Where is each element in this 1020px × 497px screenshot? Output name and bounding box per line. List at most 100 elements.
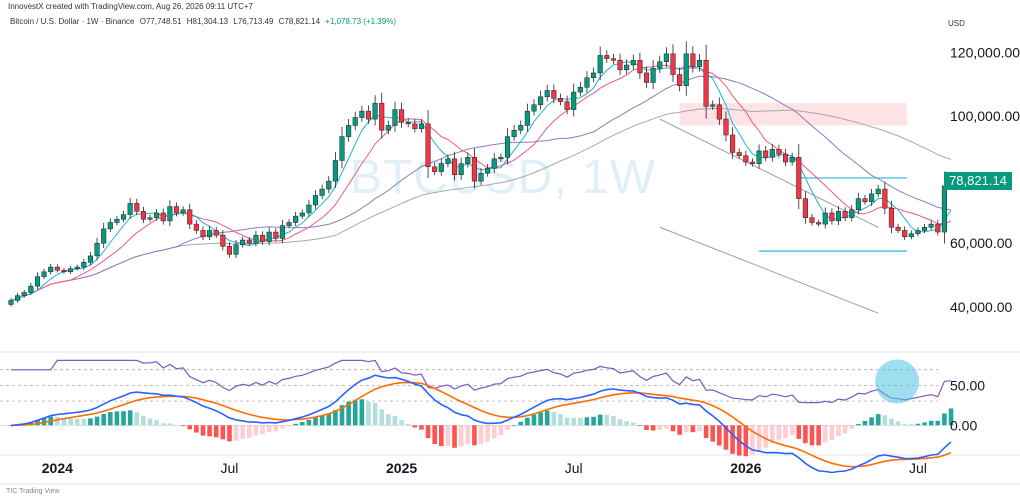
macd-histogram-bar bbox=[127, 410, 133, 426]
candle-body bbox=[233, 244, 239, 255]
macd-histogram-bar bbox=[756, 425, 762, 451]
candle-body bbox=[240, 239, 246, 246]
macd-histogram-bar bbox=[194, 425, 199, 433]
candle-body bbox=[518, 125, 524, 131]
candle-body bbox=[68, 268, 74, 273]
candle-body bbox=[87, 255, 93, 263]
candle-body bbox=[650, 67, 656, 83]
macd-histogram-bar bbox=[591, 416, 596, 426]
macd-histogram-bar bbox=[909, 424, 914, 426]
macd-histogram-bar bbox=[511, 425, 517, 426]
time-tick-label: 2025 bbox=[386, 460, 417, 476]
candle-body bbox=[293, 215, 299, 223]
candle-body bbox=[908, 233, 914, 238]
candle-body bbox=[716, 104, 722, 120]
macd-histogram-bar bbox=[518, 421, 524, 426]
rsi-line bbox=[11, 359, 952, 404]
candle-body bbox=[617, 59, 623, 71]
macd-histogram-bar bbox=[379, 409, 385, 426]
macd-histogram-bar bbox=[339, 405, 345, 426]
time-tick-label: Jul bbox=[221, 460, 239, 476]
macd-histogram-bar bbox=[465, 425, 471, 444]
candle-body bbox=[306, 204, 312, 214]
candle-body bbox=[41, 271, 47, 277]
candle-body bbox=[538, 96, 544, 106]
macd-histogram-bar bbox=[637, 425, 643, 426]
legend-change: +1,078.73 (+1.39%) bbox=[325, 17, 396, 26]
candle-body bbox=[551, 90, 557, 99]
candle-body bbox=[279, 225, 285, 239]
candle-body bbox=[829, 212, 835, 222]
macd-histogram-bar bbox=[538, 412, 543, 426]
candle-body bbox=[246, 239, 252, 244]
candle-body bbox=[769, 149, 775, 158]
macd-histogram-bar bbox=[200, 425, 206, 436]
macd-histogram-bar bbox=[856, 424, 861, 426]
macd-histogram-bar bbox=[68, 418, 73, 426]
macd-histogram-bar bbox=[889, 418, 894, 426]
candle-body bbox=[312, 195, 319, 206]
macd-histogram-bar bbox=[809, 425, 815, 446]
macd-histogram-bar bbox=[644, 425, 649, 430]
candle-body bbox=[763, 150, 769, 158]
candle-body bbox=[842, 211, 848, 218]
candle-body bbox=[941, 185, 947, 233]
candle-body bbox=[266, 231, 272, 242]
candle-body bbox=[226, 246, 233, 255]
macd-histogram-bar bbox=[74, 418, 80, 426]
candle-body bbox=[392, 109, 398, 126]
candle-body bbox=[478, 172, 484, 182]
macd-histogram-bar bbox=[670, 425, 676, 432]
candle-body bbox=[723, 118, 729, 136]
macd-histogram-bar bbox=[147, 418, 153, 426]
candle-body bbox=[882, 188, 888, 209]
trendline-lower bbox=[659, 226, 879, 314]
candle-body bbox=[167, 206, 173, 222]
candle-body bbox=[690, 53, 696, 67]
candle-body bbox=[326, 180, 332, 190]
macd-histogram-bar bbox=[743, 425, 749, 457]
symbol-watermark: BTCUSD, 1W bbox=[350, 151, 657, 204]
macd-histogram-bar bbox=[915, 423, 921, 426]
candle-body bbox=[187, 209, 193, 225]
macd-histogram-bar bbox=[81, 418, 87, 426]
macd-histogram-bar bbox=[558, 414, 563, 426]
candle-body bbox=[54, 266, 60, 271]
macd-histogram-bar bbox=[928, 420, 934, 426]
candle-body bbox=[703, 59, 709, 107]
macd-histogram-bar bbox=[869, 417, 874, 426]
macd-histogram-bar bbox=[55, 416, 60, 426]
candle-body bbox=[107, 222, 113, 230]
macd-histogram-bar bbox=[260, 425, 265, 435]
macd-histogram-bar bbox=[412, 425, 418, 428]
macd-histogram-bar bbox=[664, 425, 669, 429]
candle-body bbox=[346, 125, 352, 137]
candle-body bbox=[789, 157, 795, 163]
candle-body bbox=[28, 285, 34, 293]
candle-body bbox=[504, 136, 511, 158]
macd-histogram-bar bbox=[187, 425, 193, 430]
candle-body bbox=[173, 206, 180, 214]
annotation-layer bbox=[0, 103, 1020, 485]
candle-body bbox=[544, 90, 550, 98]
macd-histogram-bar bbox=[333, 410, 338, 426]
macd-histogram-bar bbox=[458, 425, 464, 447]
candle-body bbox=[120, 214, 127, 220]
candle-body bbox=[379, 102, 385, 131]
macd-histogram-bar bbox=[253, 425, 259, 436]
price-tick-label: 60,000.00 bbox=[950, 235, 1012, 251]
time-tick-label: Jul bbox=[565, 460, 583, 476]
candle-body bbox=[61, 269, 67, 273]
candle-body bbox=[564, 101, 570, 110]
macd-histogram-bar bbox=[478, 425, 484, 445]
macd-histogram-bar bbox=[717, 425, 722, 446]
candle-body bbox=[200, 230, 206, 238]
macd-histogram-bar bbox=[902, 423, 907, 426]
macd-histogram-bar bbox=[895, 421, 901, 426]
candle-body bbox=[782, 153, 789, 163]
macd-histogram-bar bbox=[352, 399, 358, 426]
macd-histogram-bar bbox=[882, 415, 888, 426]
macd-histogram-bar bbox=[763, 425, 768, 448]
candle-body bbox=[869, 193, 875, 203]
